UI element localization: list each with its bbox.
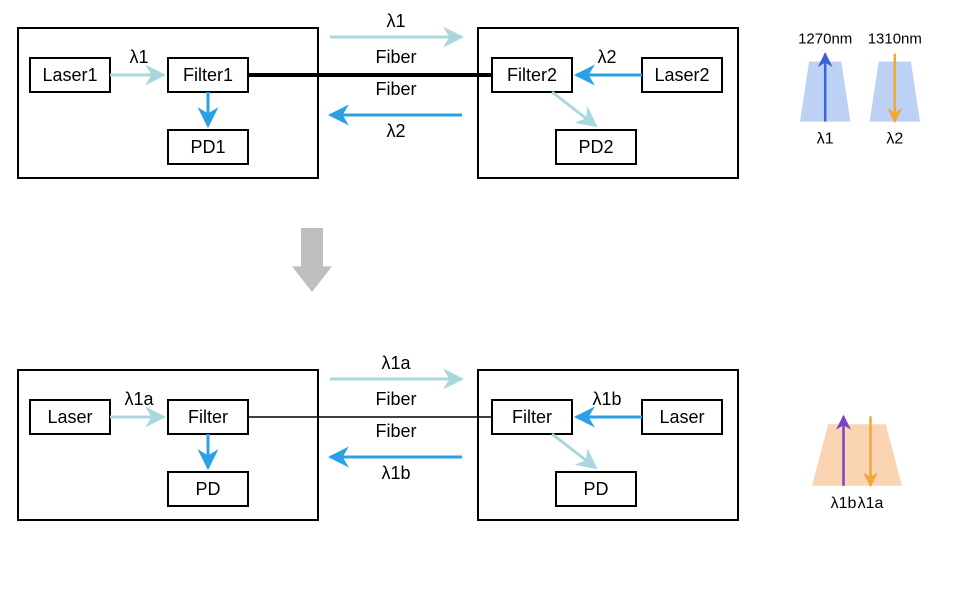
edge-filter-to-pd-right [552, 92, 596, 126]
laser_l-label: Laser [47, 407, 92, 427]
fiber-lower-text: Fiber [375, 79, 416, 99]
spectrum-lobe [812, 424, 902, 486]
edge-filter-to-pd-right [552, 434, 596, 468]
bottom-group: Laser Filter PD Filter Laser PD λ1a λ1b λ1a Fiber… [18, 353, 738, 520]
spectrum-top-right-label: 1310nm [868, 31, 922, 48]
spectrum-bottom: λ1bλ1a [812, 416, 902, 512]
fiber-lower-text: Fiber [375, 421, 416, 441]
laser2-label: Laser2 [654, 65, 709, 85]
fiber-lambda-back-label: λ2 [386, 121, 405, 141]
filter2-label: Filter2 [507, 65, 557, 85]
pd_l-label: PD [195, 479, 220, 499]
mid-transition-arrow [292, 228, 332, 292]
laser1-label: Laser1 [42, 65, 97, 85]
down-arrow-icon [292, 228, 332, 292]
spectrum-bottom-right-label: λ2 [886, 131, 903, 148]
fiber-upper-text: Fiber [375, 389, 416, 409]
lambda-right-label: λ1b [592, 389, 621, 409]
top-group: Laser1 Filter1 PD1 Filter2 Laser2 PD2 λ1 λ2 λ1 Fi… [18, 11, 738, 178]
pd1-label: PD1 [190, 137, 225, 157]
fiber-lambda-forward-label: λ1a [381, 353, 411, 373]
filter_l-label: Filter [188, 407, 228, 427]
spectrum-top: 1270nm 1310nm λ1 λ2 [798, 31, 922, 148]
filter_r-label: Filter [512, 407, 552, 427]
spectrum-bottom-left-label: λ1b [831, 495, 857, 512]
filter1-label: Filter1 [183, 65, 233, 85]
spectrum-bottom-right-label: λ1a [858, 495, 884, 512]
lambda-right-label: λ2 [597, 47, 616, 67]
laser_r-label: Laser [659, 407, 704, 427]
lambda-left-label: λ1 [129, 47, 148, 67]
fiber-lambda-forward-label: λ1 [386, 11, 405, 31]
pd_r-label: PD [583, 479, 608, 499]
spectrum-bottom-left-label: λ1 [817, 131, 834, 148]
pd2-label: PD2 [578, 137, 613, 157]
spectrum-top-left-label: 1270nm [798, 31, 852, 48]
lambda-left-label: λ1a [124, 389, 154, 409]
fiber-upper-text: Fiber [375, 47, 416, 67]
fiber-lambda-back-label: λ1b [381, 463, 410, 483]
